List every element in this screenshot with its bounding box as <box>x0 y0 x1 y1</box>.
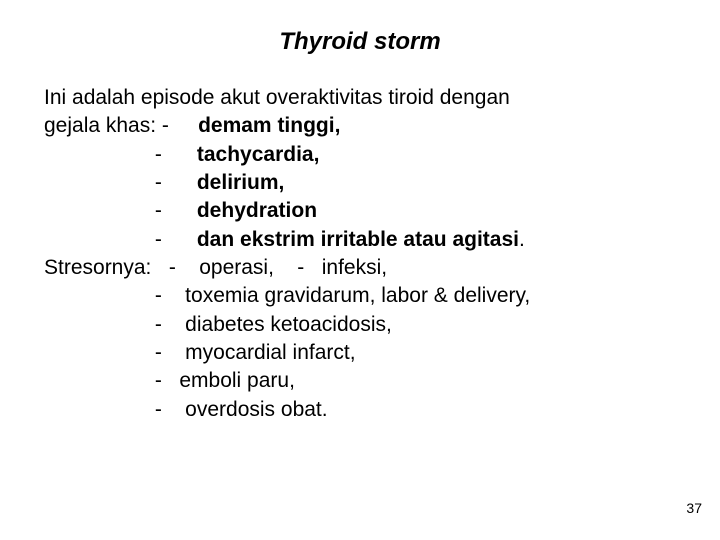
text-segment: - <box>44 171 197 194</box>
body-line: - diabetes ketoacidosis, <box>44 311 676 339</box>
text-segment: - <box>44 228 197 251</box>
text-segment: - <box>44 199 197 222</box>
page-number: 37 <box>686 500 702 516</box>
text-segment: dehydration <box>197 199 317 222</box>
body-line: - myocardial infarct, <box>44 339 676 367</box>
body-line: Ini adalah episode akut overaktivitas ti… <box>44 84 676 112</box>
body-line: - tachycardia, <box>44 141 676 169</box>
text-segment: gejala khas: - <box>44 114 198 137</box>
slide-body: Ini adalah episode akut overaktivitas ti… <box>44 84 676 424</box>
body-line: - toxemia gravidarum, labor & delivery, <box>44 282 676 310</box>
body-line: gejala khas: - demam tinggi, <box>44 112 676 140</box>
text-segment: - <box>44 143 197 166</box>
body-line: - overdosis obat. <box>44 396 676 424</box>
slide-title: Thyroid storm <box>44 28 676 56</box>
body-line: - delirium, <box>44 169 676 197</box>
text-segment: tachycardia, <box>197 143 320 166</box>
body-line: - dehydration <box>44 197 676 225</box>
text-segment: delirium, <box>197 171 285 194</box>
text-segment: dan ekstrim irritable atau agitasi <box>197 228 519 251</box>
body-line: - emboli paru, <box>44 367 676 395</box>
body-line: Stresornya: - operasi, - infeksi, <box>44 254 676 282</box>
slide: Thyroid storm Ini adalah episode akut ov… <box>0 0 720 540</box>
text-segment: . <box>519 228 525 251</box>
text-segment: demam tinggi, <box>198 114 340 137</box>
body-line: - dan ekstrim irritable atau agitasi. <box>44 226 676 254</box>
